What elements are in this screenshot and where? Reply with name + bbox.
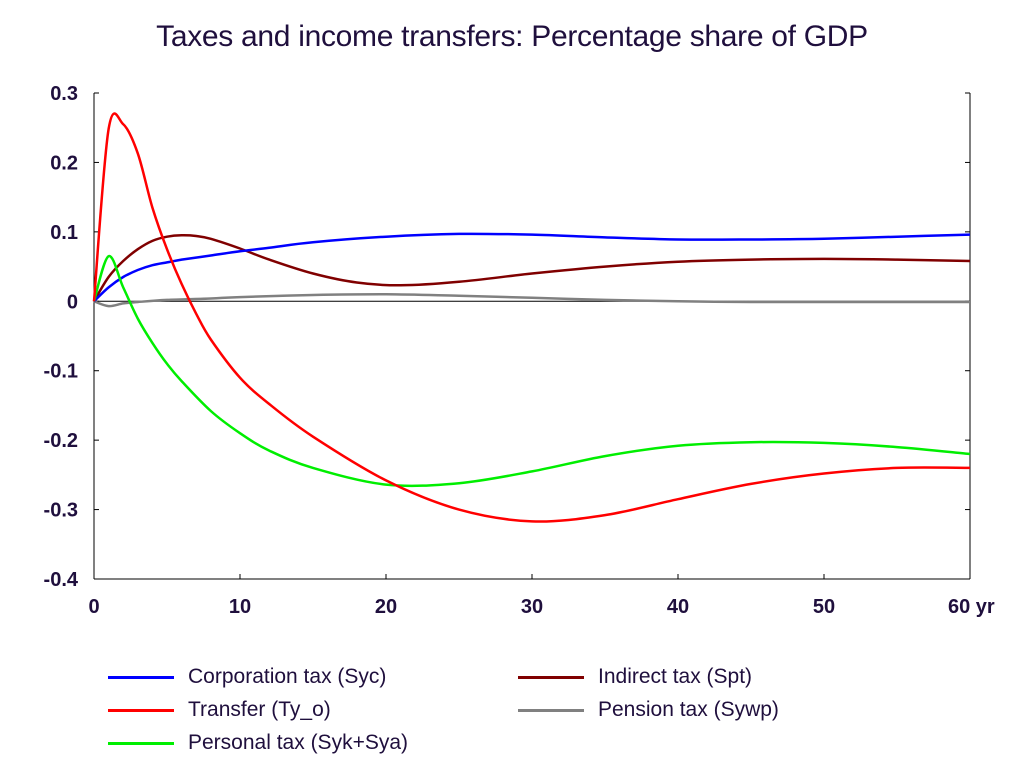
series-line-pension-tax-sywp bbox=[93, 293, 970, 308]
x-tick-label: 10 bbox=[229, 596, 251, 618]
series-lines bbox=[92, 112, 971, 523]
series-line-corporation-tax-syc bbox=[93, 232, 971, 303]
x-tick-label: 50 bbox=[813, 596, 835, 618]
x-tick-label: 0 bbox=[88, 596, 99, 618]
y-tick-label: -0.3 bbox=[44, 500, 78, 522]
y-tick-label: -0.2 bbox=[44, 430, 78, 452]
y-tick-label: 0 bbox=[67, 291, 78, 313]
series-line-personal-tax-syk-sya bbox=[92, 254, 971, 488]
axes bbox=[93, 92, 971, 580]
x-tick-label: 60 yr bbox=[948, 596, 995, 618]
series-line-transfer-ty-o bbox=[92, 112, 971, 523]
tick-labels: 0.3 0.2 0.1 0 -0.1 -0.2 -0.3 -0.4 0 10 20 30 40 50 60 … bbox=[44, 83, 995, 618]
y-tick-label: 0.2 bbox=[50, 152, 78, 174]
x-tick-label: 30 bbox=[521, 596, 543, 618]
y-tick-label: -0.1 bbox=[44, 361, 78, 383]
x-tick-label: 20 bbox=[375, 596, 397, 618]
series-line-indirect-tax-spt bbox=[92, 234, 971, 302]
y-tick-label: 0.1 bbox=[50, 222, 78, 244]
x-tick-label: 40 bbox=[667, 596, 689, 618]
chart-title: Taxes and income transfers: Percentage s… bbox=[156, 20, 868, 53]
y-tick-label: 0.3 bbox=[50, 83, 78, 105]
y-tick-label: -0.4 bbox=[44, 569, 79, 591]
